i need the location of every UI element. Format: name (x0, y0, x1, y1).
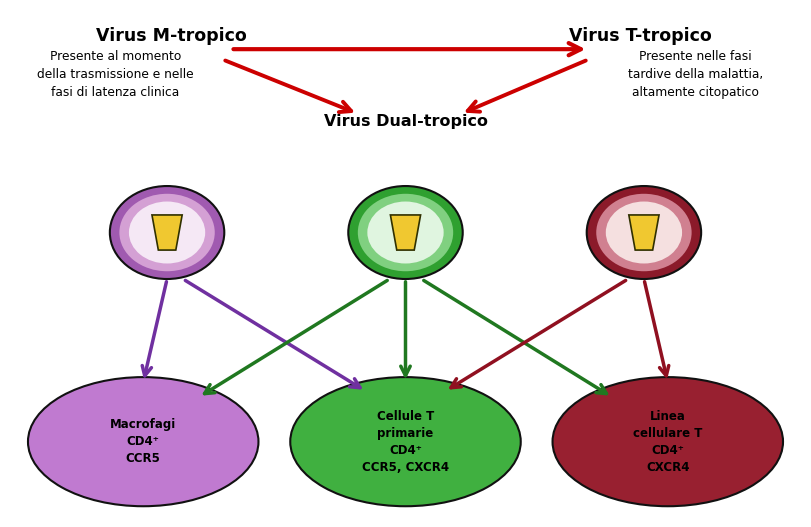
Ellipse shape (28, 377, 259, 506)
Ellipse shape (367, 201, 444, 264)
Ellipse shape (596, 194, 692, 271)
Polygon shape (629, 215, 659, 250)
Polygon shape (390, 215, 421, 250)
Text: Virus M-tropico: Virus M-tropico (96, 27, 247, 45)
Ellipse shape (552, 377, 783, 506)
Text: Macrofagi
CD4⁺
CCR5: Macrofagi CD4⁺ CCR5 (110, 418, 176, 465)
Text: Virus Dual-tropico: Virus Dual-tropico (324, 114, 487, 129)
Ellipse shape (119, 194, 215, 271)
Ellipse shape (606, 201, 682, 264)
Ellipse shape (129, 201, 205, 264)
Ellipse shape (358, 194, 453, 271)
Text: Linea
cellulare T
CD4⁺
CXCR4: Linea cellulare T CD4⁺ CXCR4 (633, 409, 702, 474)
Ellipse shape (290, 377, 521, 506)
Text: Presente nelle fasi
tardive della malattia,
altamente citopatico: Presente nelle fasi tardive della malatt… (628, 51, 763, 100)
Text: Presente al momento
della trasmissione e nelle
fasi di latenza clinica: Presente al momento della trasmissione e… (37, 51, 194, 100)
Text: Virus T-tropico: Virus T-tropico (569, 27, 711, 45)
Ellipse shape (586, 186, 702, 279)
Ellipse shape (109, 186, 225, 279)
Text: Cellule T
primarie
CD4⁺
CCR5, CXCR4: Cellule T primarie CD4⁺ CCR5, CXCR4 (362, 409, 449, 474)
Polygon shape (152, 215, 182, 250)
Ellipse shape (348, 186, 463, 279)
